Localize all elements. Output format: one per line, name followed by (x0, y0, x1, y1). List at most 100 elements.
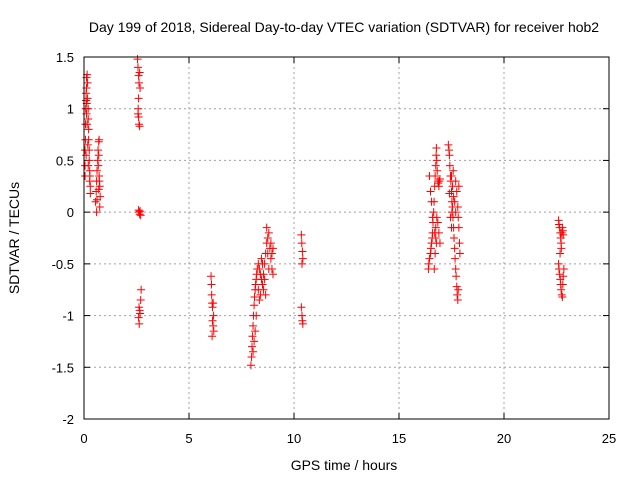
data-point-marker (432, 144, 441, 153)
data-point-marker (207, 272, 216, 281)
y-tick-label: -1.5 (52, 360, 74, 375)
data-point-marker (451, 177, 460, 186)
data-point-marker (558, 280, 567, 289)
data-point-marker (85, 171, 94, 180)
data-point-marker (424, 259, 433, 268)
data-point-marker (453, 290, 462, 299)
data-point-marker (454, 213, 463, 222)
data-point-marker (431, 234, 440, 242)
data-point-marker (452, 187, 461, 196)
data-point-marker (209, 299, 218, 308)
data-point-marker (84, 104, 93, 113)
data-point-marker (266, 239, 275, 248)
data-point-marker (269, 244, 277, 253)
data-point-marker (85, 156, 94, 165)
data-point-marker (450, 197, 459, 206)
data-point-marker (136, 84, 145, 93)
data-points (81, 55, 568, 370)
data-point-marker (557, 228, 566, 237)
data-point-marker (432, 151, 441, 160)
data-point-marker (259, 285, 268, 294)
data-point-marker (557, 244, 566, 253)
data-point-marker (298, 254, 307, 263)
data-point-marker (450, 244, 459, 253)
data-point-marker (86, 182, 95, 191)
data-point-marker (94, 151, 103, 160)
data-point-marker (250, 337, 259, 346)
grid-lines (84, 57, 609, 419)
data-point-marker (262, 223, 271, 232)
y-tick-label: 1 (67, 102, 74, 117)
data-point-marker (556, 249, 565, 258)
x-tick-label: 0 (80, 431, 87, 446)
data-point-marker (257, 254, 266, 263)
data-point-marker (95, 177, 104, 186)
data-point-marker (251, 327, 260, 336)
y-axis-title: SDTVAR / TECUs (6, 182, 22, 294)
x-axis-title: GPS time / hours (291, 457, 398, 473)
data-point-marker (454, 223, 463, 232)
data-point-marker (433, 166, 442, 175)
data-point-marker (450, 234, 459, 242)
plot-frame (83, 56, 610, 420)
data-point-marker (451, 208, 460, 217)
data-point-marker (449, 166, 458, 175)
data-point-marker (444, 140, 453, 149)
data-point-marker (136, 296, 145, 305)
data-point-marker (85, 146, 94, 155)
data-point-marker (134, 313, 143, 322)
data-point-marker (430, 265, 439, 274)
data-point-marker (207, 280, 216, 289)
data-point-marker (431, 223, 440, 232)
data-point-marker (252, 311, 261, 320)
data-point-marker (246, 361, 255, 370)
data-point-marker (208, 316, 217, 325)
data-point-marker (136, 309, 145, 318)
data-point-marker (248, 332, 257, 341)
data-point-marker (93, 166, 102, 175)
data-point-marker (208, 303, 217, 312)
data-point-marker (425, 254, 434, 263)
x-tick-label: 15 (392, 431, 406, 446)
data-point-marker (557, 290, 566, 299)
data-point-marker (134, 94, 143, 103)
data-point-marker (86, 189, 95, 198)
data-point-marker (91, 197, 100, 206)
data-point-marker (264, 265, 273, 274)
data-point-marker (269, 270, 277, 279)
data-point-marker (258, 280, 267, 289)
data-point-marker (298, 247, 307, 256)
data-point-marker (136, 211, 145, 220)
x-tick-label: 20 (497, 431, 511, 446)
data-point-marker (264, 228, 273, 237)
data-point-marker (453, 202, 462, 211)
data-point-marker (248, 342, 256, 351)
data-point-marker (136, 207, 145, 216)
data-point-marker (432, 156, 441, 165)
data-point-marker (447, 223, 456, 232)
data-point-marker (559, 272, 568, 281)
data-point-marker (429, 208, 438, 217)
data-point-marker (133, 109, 142, 118)
data-point-marker (82, 151, 91, 160)
data-point-marker (455, 249, 464, 258)
data-point-marker (427, 197, 436, 206)
data-point-marker (558, 292, 567, 301)
axes: 0 5 10 15 20 25 -2 -1.5 -1 -0.5 0 0.5 1 1.5 (52, 50, 617, 446)
data-point-marker (435, 175, 444, 184)
data-point-marker (255, 296, 264, 305)
data-point-marker (297, 239, 306, 248)
data-point-marker (250, 292, 259, 301)
data-point-marker (451, 254, 460, 263)
data-point-marker (260, 275, 269, 284)
data-point-marker (208, 332, 217, 341)
data-point-marker (435, 177, 444, 186)
data-point-marker (451, 265, 460, 274)
data-point-marker (83, 94, 92, 103)
y-tick-label: 0.5 (56, 153, 74, 168)
data-point-marker (447, 171, 456, 180)
data-point-marker (449, 192, 458, 201)
data-point-marker (297, 303, 306, 312)
